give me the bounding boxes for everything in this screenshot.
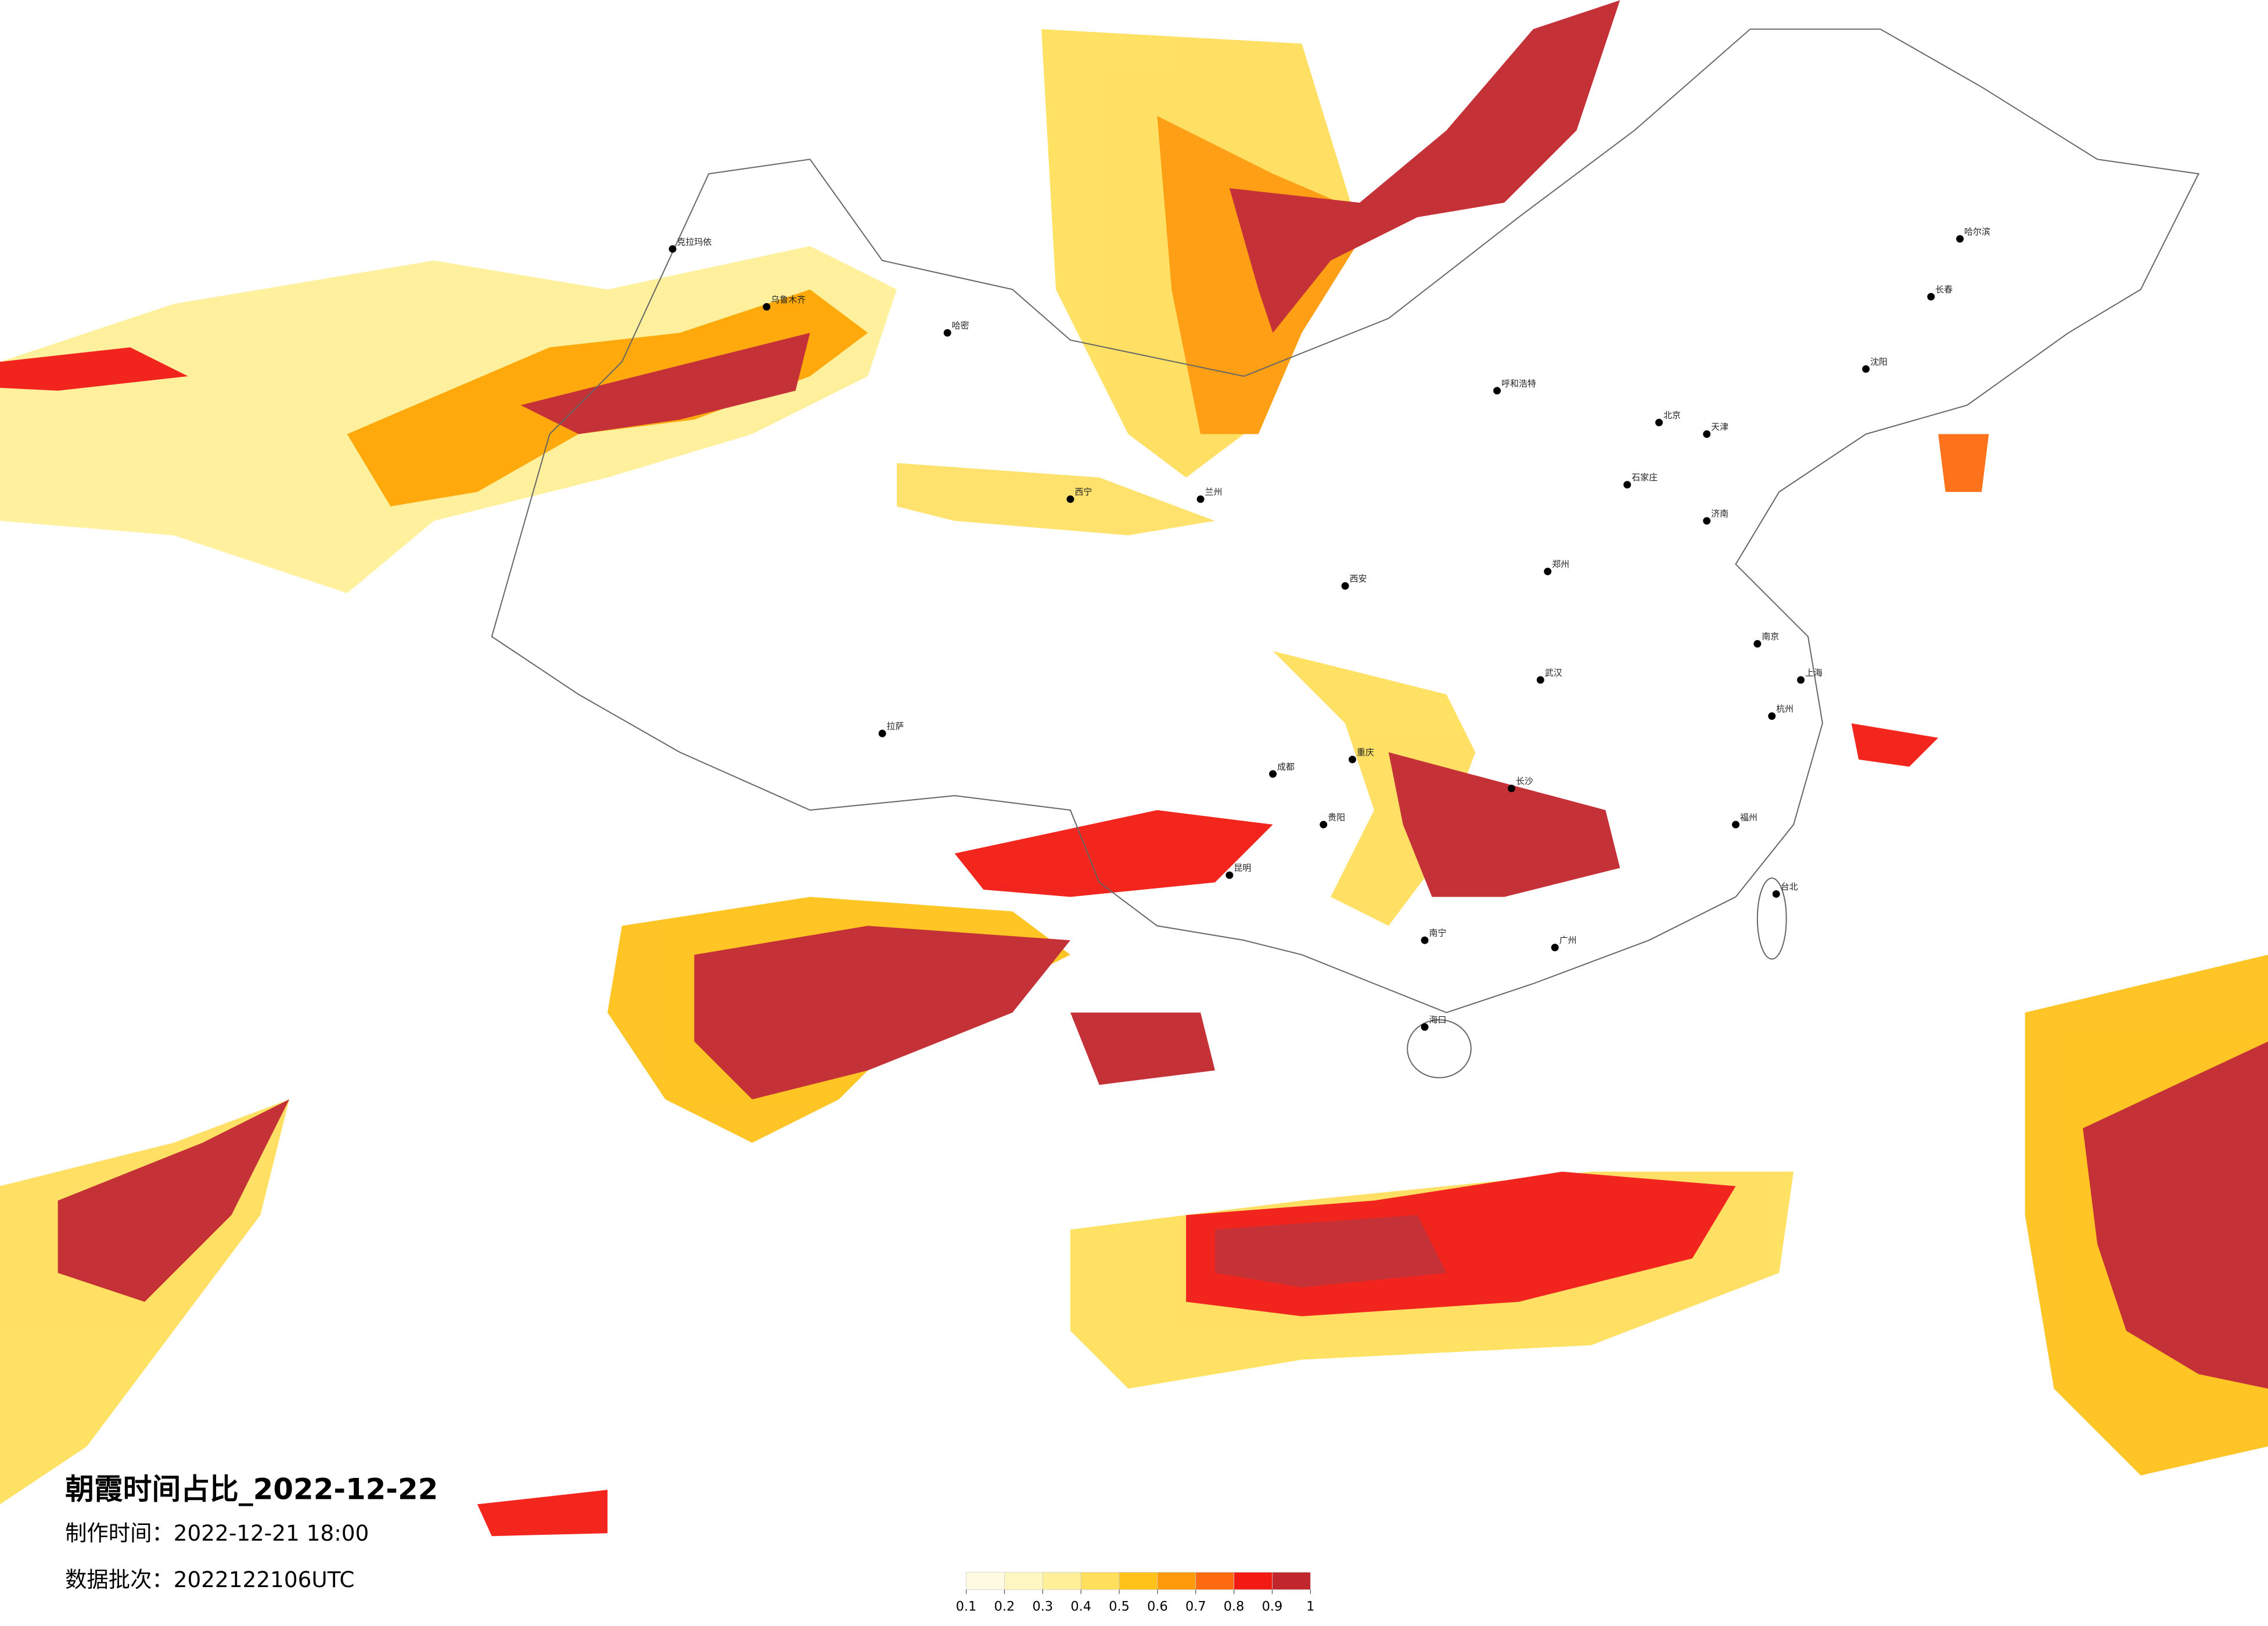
city-label: 昆明	[1234, 863, 1251, 873]
city-dot	[1655, 419, 1663, 427]
made-time: 制作时间：2022-12-21 18:00	[65, 1520, 369, 1546]
city-label: 海口	[1429, 1015, 1447, 1025]
city-label: 成都	[1277, 761, 1295, 772]
legend-tick-label: 0.4	[1070, 1599, 1091, 1614]
city-dot	[1536, 676, 1544, 684]
city-dot	[668, 245, 677, 253]
city-dot	[1196, 495, 1205, 503]
city-label: 贵阳	[1328, 812, 1345, 822]
city-label: 拉萨	[887, 721, 904, 732]
city-dot	[943, 329, 951, 337]
legend-tick-label: 0.7	[1185, 1599, 1206, 1614]
city-dot	[1551, 944, 1559, 952]
city-label: 北京	[1663, 410, 1681, 420]
city-dot	[1956, 235, 1964, 243]
city-dot	[1927, 293, 1935, 301]
data-batch: 数据批次：2022122106UTC	[65, 1567, 354, 1592]
city-dot	[1508, 785, 1515, 793]
city-dot	[1544, 567, 1552, 575]
legend-swatch	[1119, 1572, 1158, 1590]
legend-swatch	[1004, 1572, 1043, 1590]
city-dot	[1269, 770, 1277, 778]
legend-tick-label: 0.2	[994, 1599, 1015, 1614]
city-label: 乌鲁木齐	[771, 294, 806, 305]
city-dot	[1421, 1023, 1429, 1031]
legend-tick-label: 0.3	[1033, 1599, 1054, 1614]
city-dot	[1772, 890, 1780, 898]
city-dot	[763, 303, 771, 311]
city-label: 福州	[1740, 812, 1757, 822]
legend-swatch	[1234, 1572, 1273, 1590]
legend-swatch	[1080, 1572, 1120, 1590]
legend-tick-label: 0.1	[956, 1599, 977, 1614]
city-dot	[1732, 821, 1739, 829]
city-label: 石家庄	[1631, 472, 1658, 483]
legend-tick-label: 1	[1306, 1599, 1314, 1614]
city-dot	[1797, 676, 1805, 684]
legend-tick-label: 0.8	[1224, 1599, 1245, 1614]
city-label: 西安	[1350, 574, 1367, 584]
city-label: 武汉	[1545, 667, 1562, 678]
city-label: 沈阳	[1870, 357, 1888, 367]
city-label: 天津	[1711, 422, 1728, 432]
city-label: 上海	[1805, 667, 1823, 678]
legend-tick-label: 0.9	[1262, 1599, 1283, 1614]
city-label: 济南	[1711, 508, 1728, 519]
boundaries	[491, 28, 2199, 1078]
city-label: 哈密	[952, 321, 969, 331]
city-dot	[1349, 756, 1357, 764]
city-label: 重庆	[1357, 747, 1374, 757]
city-label: 兰州	[1205, 487, 1223, 497]
city-label: 广州	[1559, 935, 1577, 945]
city-dot	[1066, 495, 1074, 503]
city-label: 台北	[1781, 882, 1798, 892]
city-label: 南京	[1762, 631, 1779, 642]
city-dot	[878, 729, 886, 738]
city-dot	[1341, 582, 1349, 590]
legend-swatch	[966, 1572, 1005, 1590]
city-dot	[1421, 936, 1429, 944]
city-dot	[1320, 821, 1328, 829]
city-dot	[1753, 640, 1762, 648]
legend-swatch	[1042, 1572, 1081, 1590]
legend-swatch	[1195, 1572, 1234, 1590]
map-title: 朝霞时间占比_2022-12-22	[65, 1473, 438, 1506]
city-label: 长沙	[1516, 776, 1533, 786]
city-dot	[1225, 871, 1234, 879]
city-dot	[1768, 712, 1776, 720]
city-label: 郑州	[1552, 559, 1569, 570]
city-label: 杭州	[1776, 704, 1793, 714]
city-label: 长春	[1935, 284, 1953, 294]
color-legend: 0.1 0.2 0.3 0.4 0.5 0.6 0.7 0.8 0.9 1	[956, 1572, 1314, 1614]
city-dot	[1623, 481, 1631, 489]
city-dot	[1493, 387, 1501, 395]
city-label: 呼和浩特	[1501, 378, 1536, 388]
legend-tick-label: 0.6	[1147, 1599, 1168, 1614]
legend-swatch	[1272, 1572, 1311, 1590]
city-dot	[1703, 430, 1711, 438]
city-label: 南宁	[1429, 928, 1447, 938]
legend-swatch	[1157, 1572, 1196, 1590]
city-dot	[1703, 517, 1711, 525]
city-dot	[1862, 365, 1870, 373]
heat-layer	[0, 0, 2268, 1537]
city-label: 西宁	[1074, 487, 1092, 497]
city-label: 哈尔滨	[1964, 226, 1990, 237]
city-label: 克拉玛依	[677, 236, 712, 247]
legend-tick-label: 0.5	[1109, 1599, 1130, 1614]
